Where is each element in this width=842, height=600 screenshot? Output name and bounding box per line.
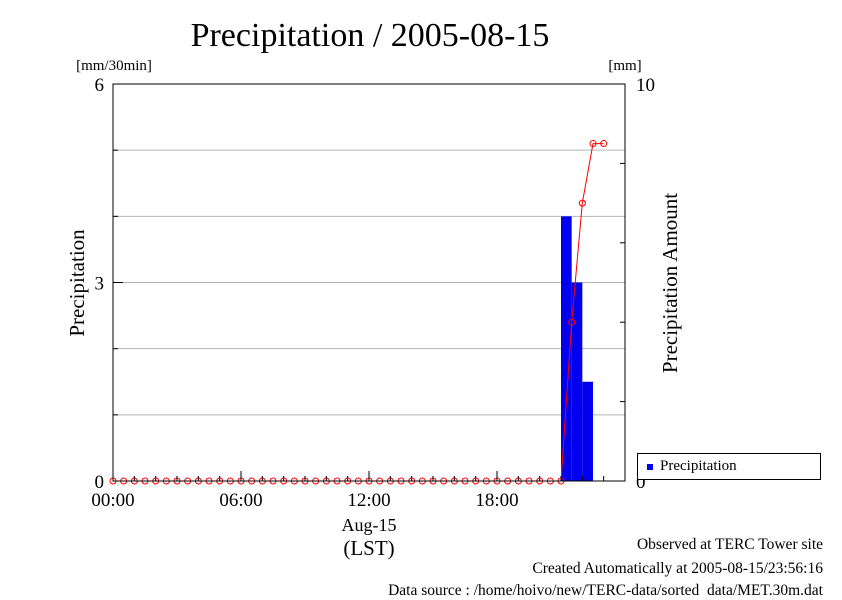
y2-axis-label: Precipitation Amount bbox=[658, 193, 682, 373]
precipitation-amount-line bbox=[113, 143, 604, 482]
precipitation-amount-point bbox=[600, 140, 608, 148]
y-tick-label: 6 bbox=[95, 75, 105, 96]
x-date-label: Aug-15 bbox=[342, 515, 397, 535]
y-axis-label: Precipitation bbox=[65, 229, 89, 337]
grid-lines bbox=[113, 149, 625, 416]
precipitation-amount-series bbox=[109, 140, 608, 485]
x-unit-label: (LST) bbox=[343, 536, 394, 560]
footer-observed: Observed at TERC Tower site bbox=[636, 536, 823, 553]
precipitation-amount-point bbox=[578, 199, 586, 207]
y2-tick-label: 10 bbox=[636, 75, 655, 96]
legend: Precipitation bbox=[637, 453, 821, 480]
x-tick-label: 06:00 bbox=[219, 490, 262, 511]
x-tick-label: 00:00 bbox=[91, 490, 134, 511]
legend-label-precipitation: Precipitation bbox=[660, 458, 737, 474]
left-axis-unit: [mm/30min] bbox=[76, 58, 152, 74]
precipitation-bars bbox=[561, 216, 593, 482]
y-tick-label: 3 bbox=[95, 274, 105, 295]
footer-created: Created Automatically at 2005-08-15/23:5… bbox=[532, 560, 823, 577]
x-tick-label: 18:00 bbox=[475, 490, 518, 511]
precipitation-bar bbox=[571, 282, 583, 481]
chart-title: Precipitation / 2005-08-15 bbox=[191, 17, 550, 54]
legend-swatch-precipitation bbox=[647, 464, 653, 470]
precipitation-amount-point bbox=[589, 140, 597, 148]
right-axis-unit: [mm] bbox=[608, 58, 641, 74]
axis-ticks: 0 3 6 0 10 00:00 06:00 12:00 18:00 bbox=[91, 75, 655, 511]
precipitation-bar bbox=[582, 381, 593, 481]
precipitation-amount-point bbox=[568, 318, 576, 326]
precipitation-bar bbox=[561, 216, 572, 482]
y2-tick-label: 0 bbox=[636, 472, 646, 493]
footer-data-source: Data source : /home/hoivo/new/TERC-data/… bbox=[388, 582, 823, 599]
x-tick-label: 12:00 bbox=[347, 490, 390, 511]
y-tick-label: 0 bbox=[95, 472, 105, 493]
